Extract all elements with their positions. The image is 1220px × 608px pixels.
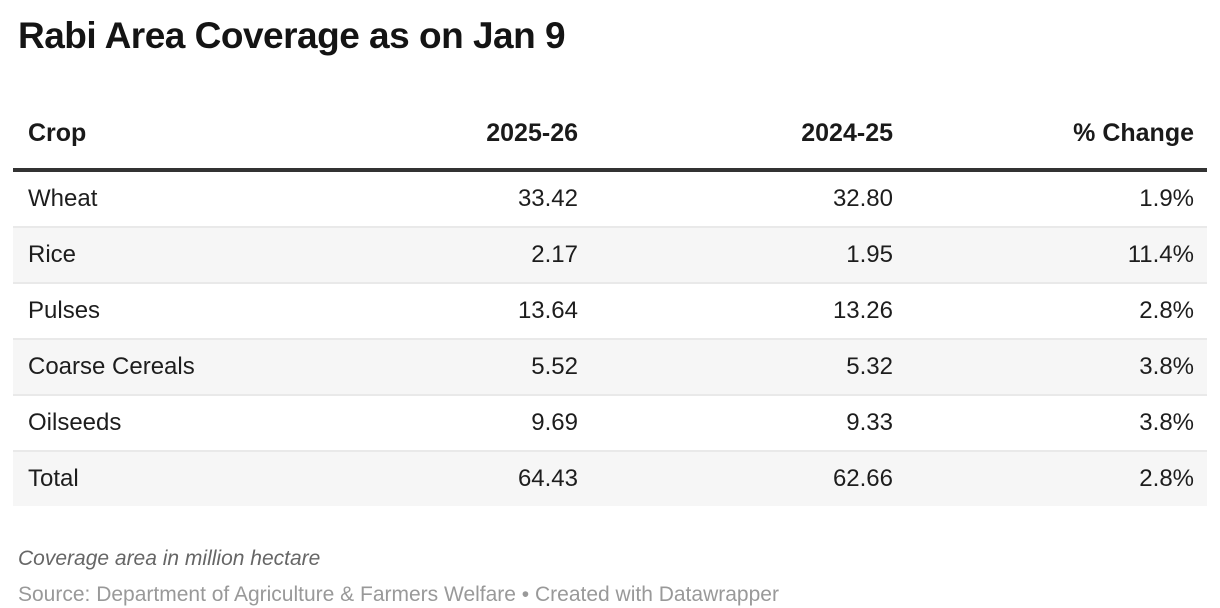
- column-header-2024-25: 2024-25: [591, 100, 906, 173]
- value-2024-25-cell: 9.33: [846, 409, 893, 437]
- crop-name-cell: Coarse Cereals: [28, 353, 195, 381]
- value-2024-25-cell: 1.95: [846, 241, 893, 269]
- table-row-coarse-cereals: Coarse Cereals 5.52 5.32 3.8%: [13, 339, 1207, 396]
- table-row-rice: Rice 2.17 1.95 11.4%: [13, 227, 1207, 284]
- value-2025-26-cell: 33.42: [517, 185, 578, 213]
- pct-change-cell: 3.8%: [1139, 353, 1194, 381]
- crop-name-cell: Oilseeds: [28, 409, 122, 437]
- table-row-total: Total 64.43 62.66 2.8%: [13, 451, 1207, 507]
- column-header-crop: Crop: [13, 100, 276, 173]
- pct-change-cell: 3.8%: [1139, 409, 1194, 437]
- value-2025-26-cell: 5.52: [531, 353, 578, 381]
- pct-change-cell: 1.9%: [1139, 185, 1194, 213]
- value-2024-25-cell: 13.26: [832, 297, 893, 325]
- column-header-2025-26: 2025-26: [276, 100, 591, 173]
- table-body: Wheat 33.42 32.80 1.9% Rice 2.17 1.95 11…: [13, 170, 1207, 507]
- crop-name-cell: Pulses: [28, 297, 101, 325]
- table-row-oilseeds: Oilseeds 9.69 9.33 3.8%: [13, 395, 1207, 451]
- pct-change-cell: 2.8%: [1139, 297, 1194, 325]
- table-header: Crop 2025-26 2024-25 % Change: [13, 100, 1207, 173]
- value-2025-26-cell: 64.43: [517, 465, 578, 493]
- chart-notes: Coverage area in million hectare: [18, 547, 321, 571]
- value-2024-25-cell: 5.32: [846, 353, 893, 381]
- value-2025-26-cell: 2.17: [531, 241, 578, 269]
- page-title: Rabi Area Coverage as on Jan 9: [18, 15, 566, 56]
- table-row-wheat: Wheat 33.42 32.80 1.9%: [13, 170, 1207, 227]
- crop-name-cell: Total: [28, 465, 79, 493]
- value-2025-26-cell: 13.64: [517, 297, 578, 325]
- value-2025-26-cell: 9.69: [531, 409, 578, 437]
- value-2024-25-cell: 62.66: [832, 465, 893, 493]
- pct-change-cell: 2.8%: [1139, 465, 1194, 493]
- table-header-row: Crop 2025-26 2024-25 % Change: [13, 100, 1207, 173]
- value-2024-25-cell: 32.80: [832, 185, 893, 213]
- table-row-pulses: Pulses 13.64 13.26 2.8%: [13, 283, 1207, 339]
- chart-source-line: Source: Department of Agriculture & Farm…: [18, 583, 779, 607]
- crop-name-cell: Wheat: [28, 185, 98, 213]
- crop-name-cell: Rice: [28, 241, 77, 269]
- rabi-coverage-table: Crop 2025-26 2024-25 % Change Wheat 33.4…: [13, 100, 1207, 507]
- pct-change-cell: 11.4%: [1127, 241, 1194, 269]
- column-header-pct-change: % Change: [906, 100, 1207, 173]
